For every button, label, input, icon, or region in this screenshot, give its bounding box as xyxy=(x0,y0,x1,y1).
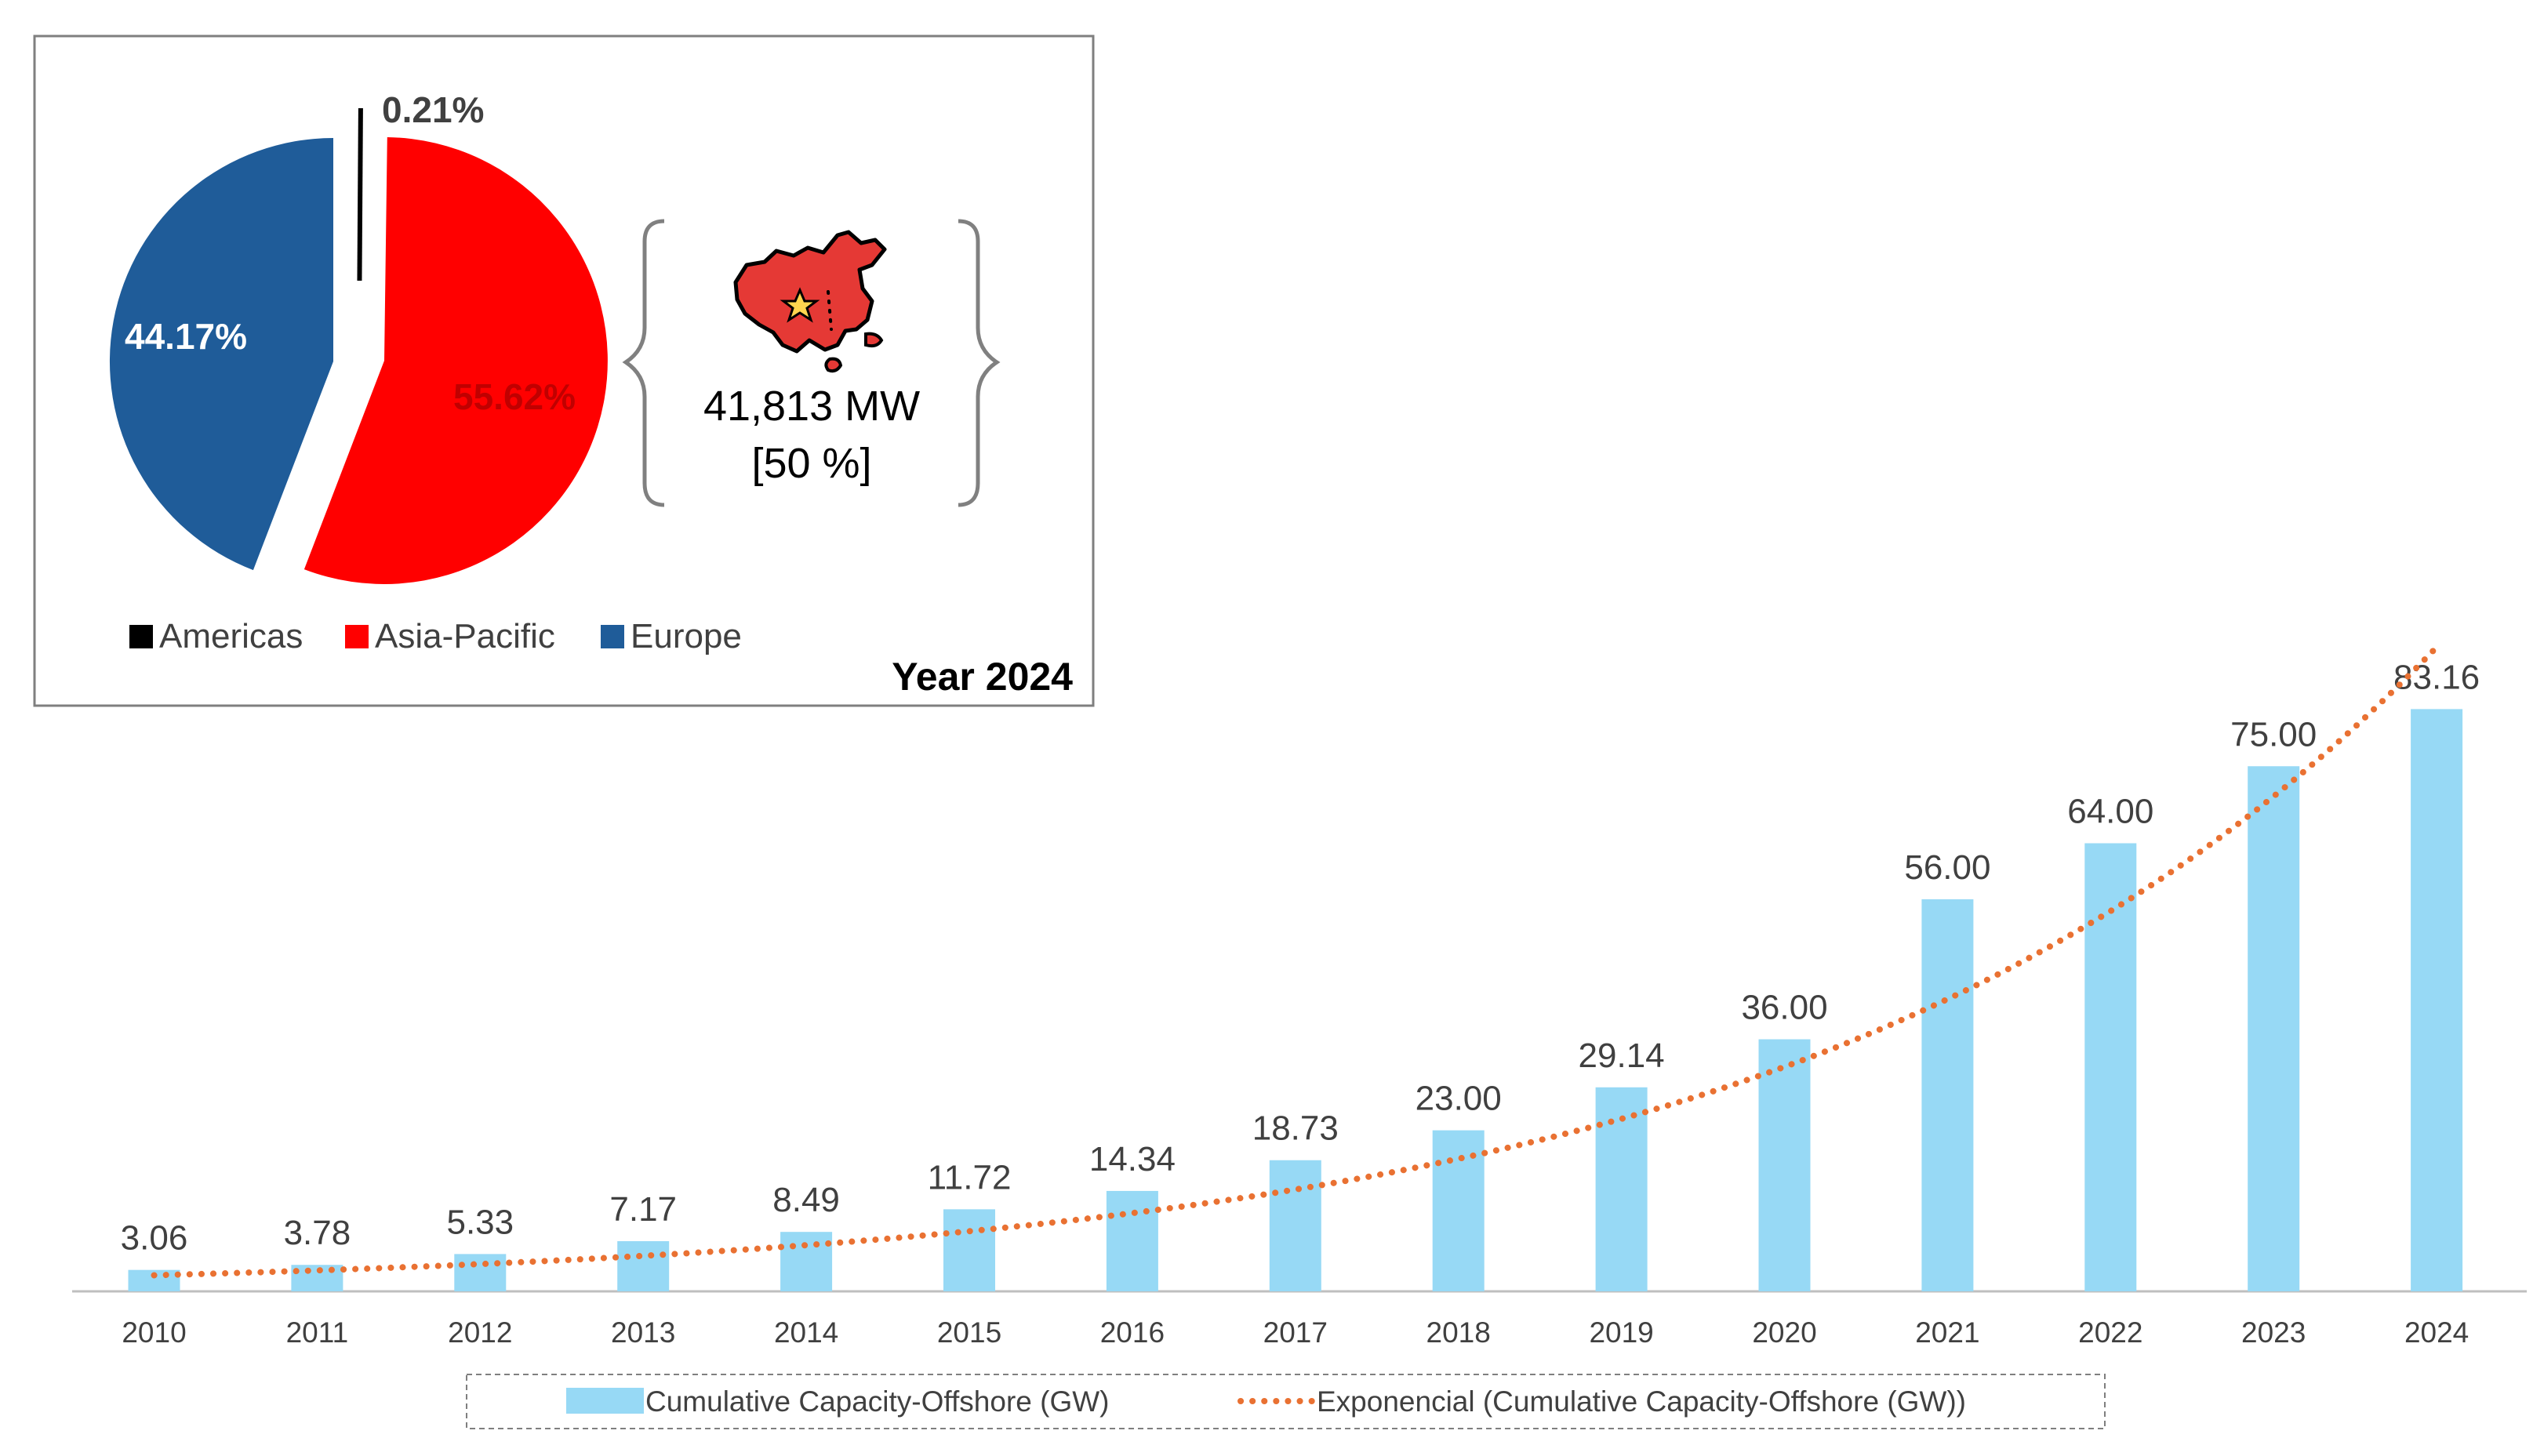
pie-legend-swatch-europe xyxy=(601,625,624,648)
bar-2018 xyxy=(1432,1130,1485,1291)
bar-2015 xyxy=(943,1209,995,1291)
pie-slice-americas xyxy=(357,107,363,281)
pie-legend-swatch-asia-pacific xyxy=(345,625,369,648)
x-tick-2020: 2020 xyxy=(1752,1316,1816,1349)
bar-value-label-2018: 23.00 xyxy=(1416,1080,1502,1118)
pie-legend-swatch-americas xyxy=(129,625,153,648)
x-tick-2015: 2015 xyxy=(937,1316,1001,1349)
x-tick-2011: 2011 xyxy=(286,1316,349,1349)
bar-2017 xyxy=(1269,1160,1321,1291)
pie-legend-asia-pacific: Asia-Pacific xyxy=(375,617,555,655)
bar-value-label-2021: 56.00 xyxy=(1904,848,1990,887)
x-tick-2021: 2021 xyxy=(1915,1316,1979,1349)
pie-label-europe: 44.17% xyxy=(125,316,247,357)
bar-2024 xyxy=(2411,709,2463,1291)
pie-panel: 0.21% 55.62% 44.17% Americas Asia-Pacifi… xyxy=(33,34,1095,707)
pie-slice-europe xyxy=(109,138,334,571)
legend-trend-label: Exponencial (Cumulative Capacity-Offshor… xyxy=(1317,1385,1966,1418)
x-tick-2022: 2022 xyxy=(2078,1316,2142,1349)
callout-capacity: 41,813 MW xyxy=(703,383,920,430)
exponential-trendline xyxy=(151,644,2440,1279)
x-tick-2014: 2014 xyxy=(774,1316,838,1349)
left-brace xyxy=(622,219,665,507)
pie-label-asia-pacific: 55.62% xyxy=(453,376,576,417)
bar-value-label-2011: 3.78 xyxy=(284,1214,351,1252)
bar-value-label-2019: 29.14 xyxy=(1579,1037,1665,1075)
china-callout: 41,813 MW [50 %] xyxy=(622,219,1001,507)
bar-value-label-2022: 64.00 xyxy=(2067,792,2153,830)
x-tick-2010: 2010 xyxy=(122,1316,186,1349)
bar-value-label-2016: 14.34 xyxy=(1089,1140,1176,1178)
bar-chart: 3.06 3.78 5.33 7.17 8.49 11.72 14.34 18.73 23.00… xyxy=(72,644,2527,1429)
right-brace xyxy=(958,219,1001,507)
callout-share: [50 %] xyxy=(751,440,871,487)
legend-bar-swatch xyxy=(566,1388,644,1414)
bar-value-label-2020: 36.00 xyxy=(1741,989,1827,1027)
china-map-icon xyxy=(733,230,887,373)
bar-2020 xyxy=(1758,1039,1811,1291)
x-tick-2018: 2018 xyxy=(1426,1316,1491,1349)
bar-2012 xyxy=(454,1254,507,1291)
pie-legend-europe: Europe xyxy=(631,617,742,655)
bar-2016 xyxy=(1106,1190,1158,1291)
bar-2021 xyxy=(1921,899,1974,1291)
bar-2014 xyxy=(780,1232,833,1291)
x-tick-2016: 2016 xyxy=(1100,1316,1165,1349)
legend-border xyxy=(466,1374,2106,1429)
x-tick-2019: 2019 xyxy=(1589,1316,1653,1349)
bar-2013 xyxy=(617,1240,670,1291)
x-tick-2023: 2023 xyxy=(2241,1316,2306,1349)
bar-value-label-2013: 7.17 xyxy=(609,1190,677,1229)
pie-legend: Americas Asia-Pacific Europe xyxy=(129,617,742,655)
x-tick-2013: 2013 xyxy=(611,1316,675,1349)
chart-legend: Cumulative Capacity-Offshore (GW) Expone… xyxy=(466,1374,2106,1429)
pie-year-title: Year 2024 xyxy=(892,655,1073,699)
bar-value-label-2023: 75.00 xyxy=(2230,715,2317,753)
pie-label-americas: 0.21% xyxy=(382,89,484,130)
x-tick-2017: 2017 xyxy=(1263,1316,1328,1349)
bar-value-label-2015: 11.72 xyxy=(928,1158,1012,1196)
x-tick-2012: 2012 xyxy=(448,1316,512,1349)
legend-bar-label: Cumulative Capacity-Offshore (GW) xyxy=(645,1385,1109,1418)
bar-value-label-2014: 8.49 xyxy=(772,1181,840,1219)
bar-value-label-2010: 3.06 xyxy=(121,1219,188,1258)
pie-legend-americas: Americas xyxy=(159,617,303,655)
bar-value-label-2012: 5.33 xyxy=(446,1203,514,1241)
bar-2022 xyxy=(2084,843,2137,1291)
pie-slice-asia-pacific xyxy=(303,137,608,584)
bar-value-label-2017: 18.73 xyxy=(1252,1109,1339,1148)
bar-2023 xyxy=(2248,766,2300,1291)
x-tick-2024: 2024 xyxy=(2404,1316,2469,1349)
